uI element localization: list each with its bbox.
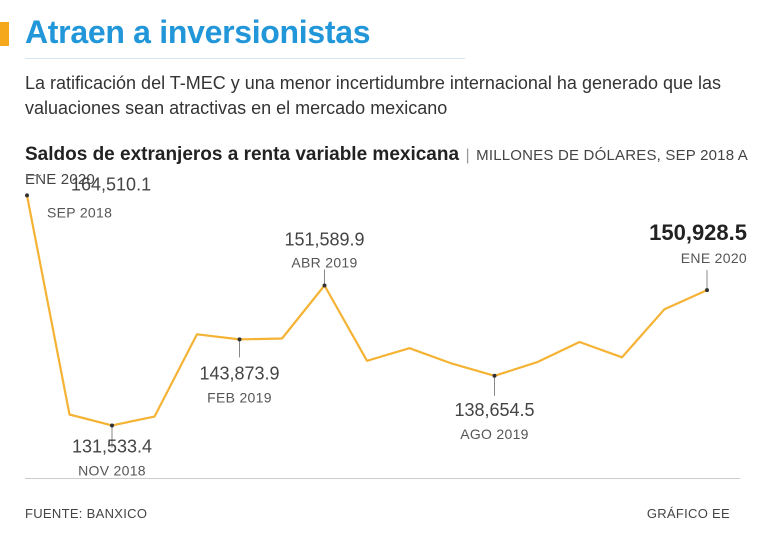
page-title: Atraen a inversionistas [25,14,371,50]
series-line [25,195,708,427]
title-accent-bar [0,22,9,46]
chart-units: MILLONES DE DÓLARES, SEP 2018 A ENE 2020 [25,147,748,188]
data-point-marker [705,288,709,293]
data-label-date: ENE 2020 [681,250,747,266]
data-label-date: ABR 2019 [291,255,357,271]
data-label-value: 150,928.5 [649,220,747,245]
data-point-marker [322,283,327,288]
data-point-marker [492,373,497,378]
graphic-credit: GRÁFICO EE [646,506,730,521]
data-label-value: 164,510.1 [71,174,151,194]
data-label-date: SEP 2018 [47,204,112,220]
page-subtitle: La ratificación del T-MEC y una menor in… [25,73,722,118]
data-label-date: FEB 2019 [207,389,272,405]
chart-title: Saldos de extranjeros a renta variable m… [25,144,460,165]
data-label-value: 151,589.9 [284,230,364,250]
data-label-value: 138,654.5 [454,400,534,420]
data-label-date: NOV 2018 [78,462,146,478]
data-point-marker [110,423,114,428]
data-point-marker [237,337,242,342]
data-point-marker [25,193,29,198]
source-note: FUENTE: BANXICO [25,506,148,521]
data-label-value: 143,873.9 [199,363,279,383]
chart-heading: Saldos de extranjeros a renta variable m… [25,143,755,192]
heading-separator: | [465,147,470,164]
data-label-date: AGO 2019 [460,426,529,442]
data-label-value: 131,533.4 [72,436,152,456]
title-underline [25,58,465,59]
